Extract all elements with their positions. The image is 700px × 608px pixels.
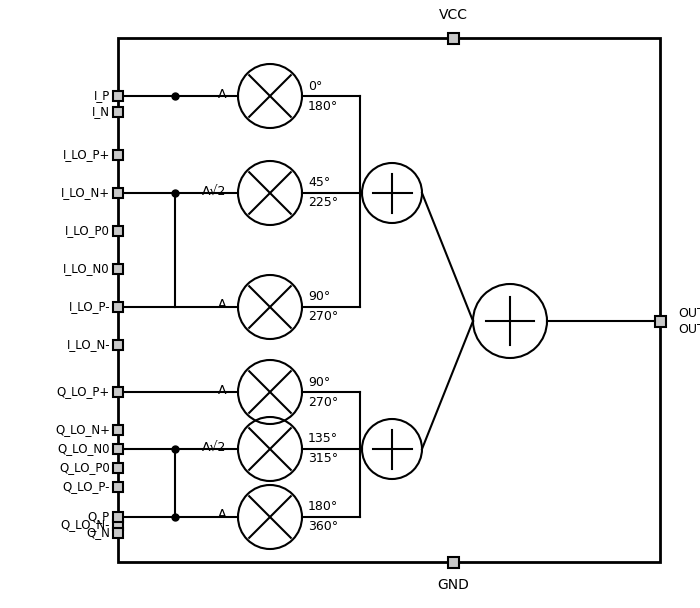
Text: A: A	[218, 508, 226, 522]
Text: I_LO_N0: I_LO_N0	[64, 263, 110, 275]
Text: 315°: 315°	[308, 452, 338, 466]
Bar	[447, 556, 458, 567]
Text: I_LO_N+: I_LO_N+	[61, 187, 110, 199]
Text: Q_LO_N+: Q_LO_N+	[55, 424, 110, 437]
Text: OUT_P: OUT_P	[678, 306, 700, 319]
Bar	[118, 38, 660, 562]
Text: Q_LO_P-: Q_LO_P-	[62, 480, 110, 494]
Bar	[113, 387, 123, 397]
Text: I_N: I_N	[92, 106, 110, 119]
Text: 360°: 360°	[308, 520, 338, 533]
Bar	[113, 226, 123, 236]
Bar	[113, 444, 123, 454]
Text: I_LO_P+: I_LO_P+	[62, 148, 110, 162]
Bar	[113, 528, 123, 538]
Bar	[113, 150, 123, 160]
Text: A: A	[218, 299, 226, 311]
Text: 0°: 0°	[308, 80, 323, 92]
Text: Q_LO_P+: Q_LO_P+	[57, 385, 110, 398]
Text: GND: GND	[437, 578, 469, 592]
Text: Q_LO_N0: Q_LO_N0	[57, 443, 110, 455]
Text: 45°: 45°	[308, 176, 330, 190]
Text: VCC: VCC	[438, 8, 468, 22]
Text: A√2: A√2	[202, 441, 226, 454]
Text: 180°: 180°	[308, 100, 338, 112]
Text: 180°: 180°	[308, 500, 338, 514]
Text: Q_P: Q_P	[88, 511, 110, 523]
Text: 270°: 270°	[308, 395, 338, 409]
Bar	[113, 482, 123, 492]
Bar	[113, 91, 123, 101]
Bar	[113, 264, 123, 274]
Text: Q_LO_N-: Q_LO_N-	[60, 519, 110, 531]
Text: I_LO_N-: I_LO_N-	[66, 339, 110, 351]
Text: A: A	[218, 384, 226, 396]
Bar	[113, 107, 123, 117]
Text: OUT_N: OUT_N	[678, 322, 700, 336]
Bar	[447, 32, 458, 44]
Bar	[113, 520, 123, 530]
Text: 90°: 90°	[308, 291, 330, 303]
Bar	[113, 425, 123, 435]
Bar	[113, 340, 123, 350]
Text: A: A	[218, 88, 226, 100]
Bar	[654, 316, 666, 326]
Text: A√2: A√2	[202, 184, 226, 198]
Text: Q_N: Q_N	[86, 527, 110, 539]
Text: I_P: I_P	[94, 89, 110, 103]
Text: 270°: 270°	[308, 311, 338, 323]
Text: Q_LO_P0: Q_LO_P0	[60, 461, 110, 474]
Text: 90°: 90°	[308, 376, 330, 389]
Text: I_LO_P-: I_LO_P-	[69, 300, 110, 314]
Bar	[113, 512, 123, 522]
Bar	[113, 302, 123, 312]
Bar	[113, 188, 123, 198]
Text: 225°: 225°	[308, 196, 338, 210]
Text: I_LO_P0: I_LO_P0	[65, 224, 110, 238]
Text: 135°: 135°	[308, 432, 338, 446]
Bar	[113, 463, 123, 473]
